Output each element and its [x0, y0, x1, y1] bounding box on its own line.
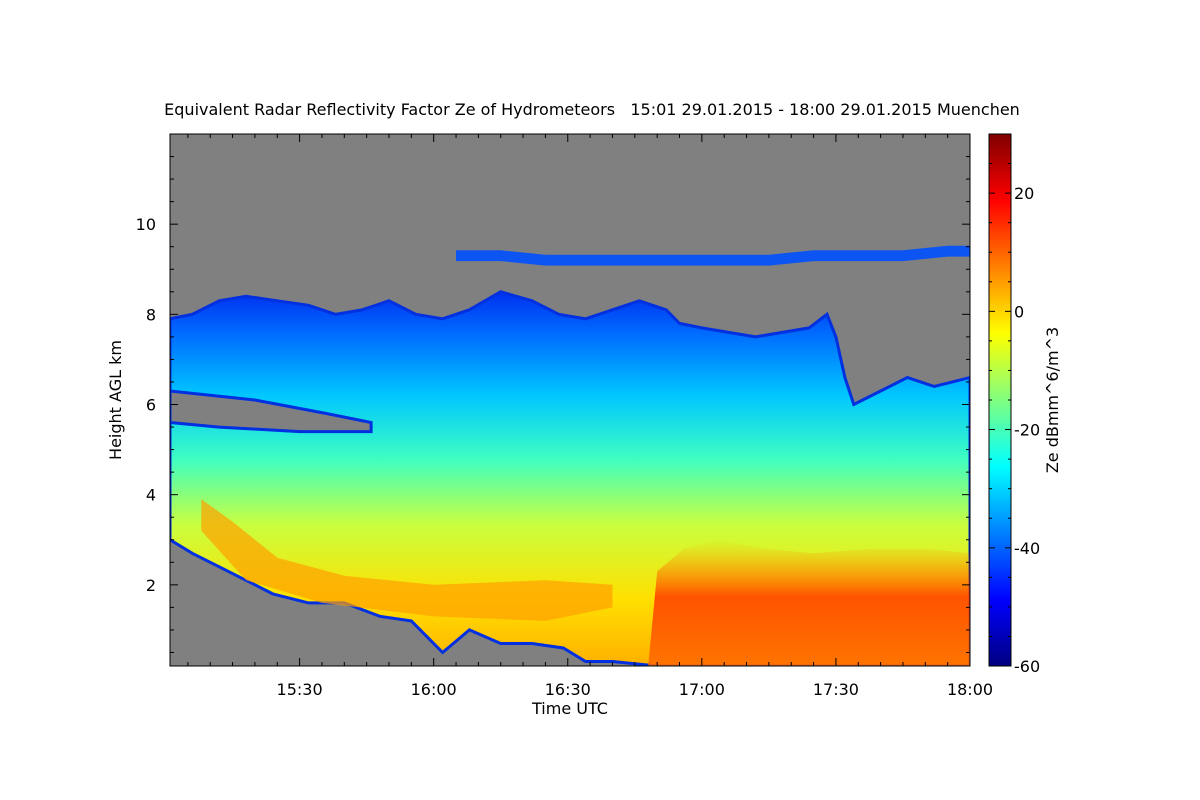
y-tick-label: 6 — [146, 396, 156, 415]
melting-band — [201, 499, 613, 621]
y-tick-label: 8 — [146, 305, 156, 324]
x-tick-label: 18:00 — [947, 680, 993, 699]
colorbar-tick-label: -20 — [1014, 421, 1040, 440]
x-tick-label: 16:30 — [545, 680, 591, 699]
y-tick-label: 4 — [146, 486, 156, 505]
y-axis-label: Height AGL km — [106, 340, 125, 460]
x-tick-label: 17:00 — [679, 680, 725, 699]
colorbar-scale — [988, 133, 1012, 667]
x-tick-label: 17:30 — [813, 680, 859, 699]
colorbar: -60 -40 -20 0 20 — [988, 133, 1040, 676]
x-tick-label: 15:30 — [277, 680, 323, 699]
plot-area — [169, 133, 971, 667]
y-tick-label: 10 — [136, 215, 156, 234]
plot-frame — [169, 133, 971, 667]
colorbar-tick-label: 0 — [1014, 302, 1024, 321]
upper-cirrus — [456, 245, 970, 266]
layer-gap — [170, 389, 373, 434]
chart-title: Equivalent Radar Reflectivity Factor Ze … — [164, 100, 1020, 119]
y-axis: 2 4 6 8 10 — [136, 156, 970, 653]
colorbar-tick-label: 20 — [1014, 184, 1034, 203]
heavy-precip-core — [648, 539, 970, 666]
colorbar-tick-label: -40 — [1014, 539, 1040, 558]
reflectivity-field — [170, 245, 970, 666]
x-axis-label: Time UTC — [531, 699, 608, 718]
x-tick-label: 16:00 — [411, 680, 457, 699]
x-axis: 15:30 16:00 16:30 17:00 17:30 18:00 — [187, 134, 993, 699]
y-tick-label: 2 — [146, 576, 156, 595]
colorbar-tick-label: -60 — [1014, 657, 1040, 676]
colorbar-label: Ze dBmm^6/m^3 — [1043, 327, 1062, 473]
